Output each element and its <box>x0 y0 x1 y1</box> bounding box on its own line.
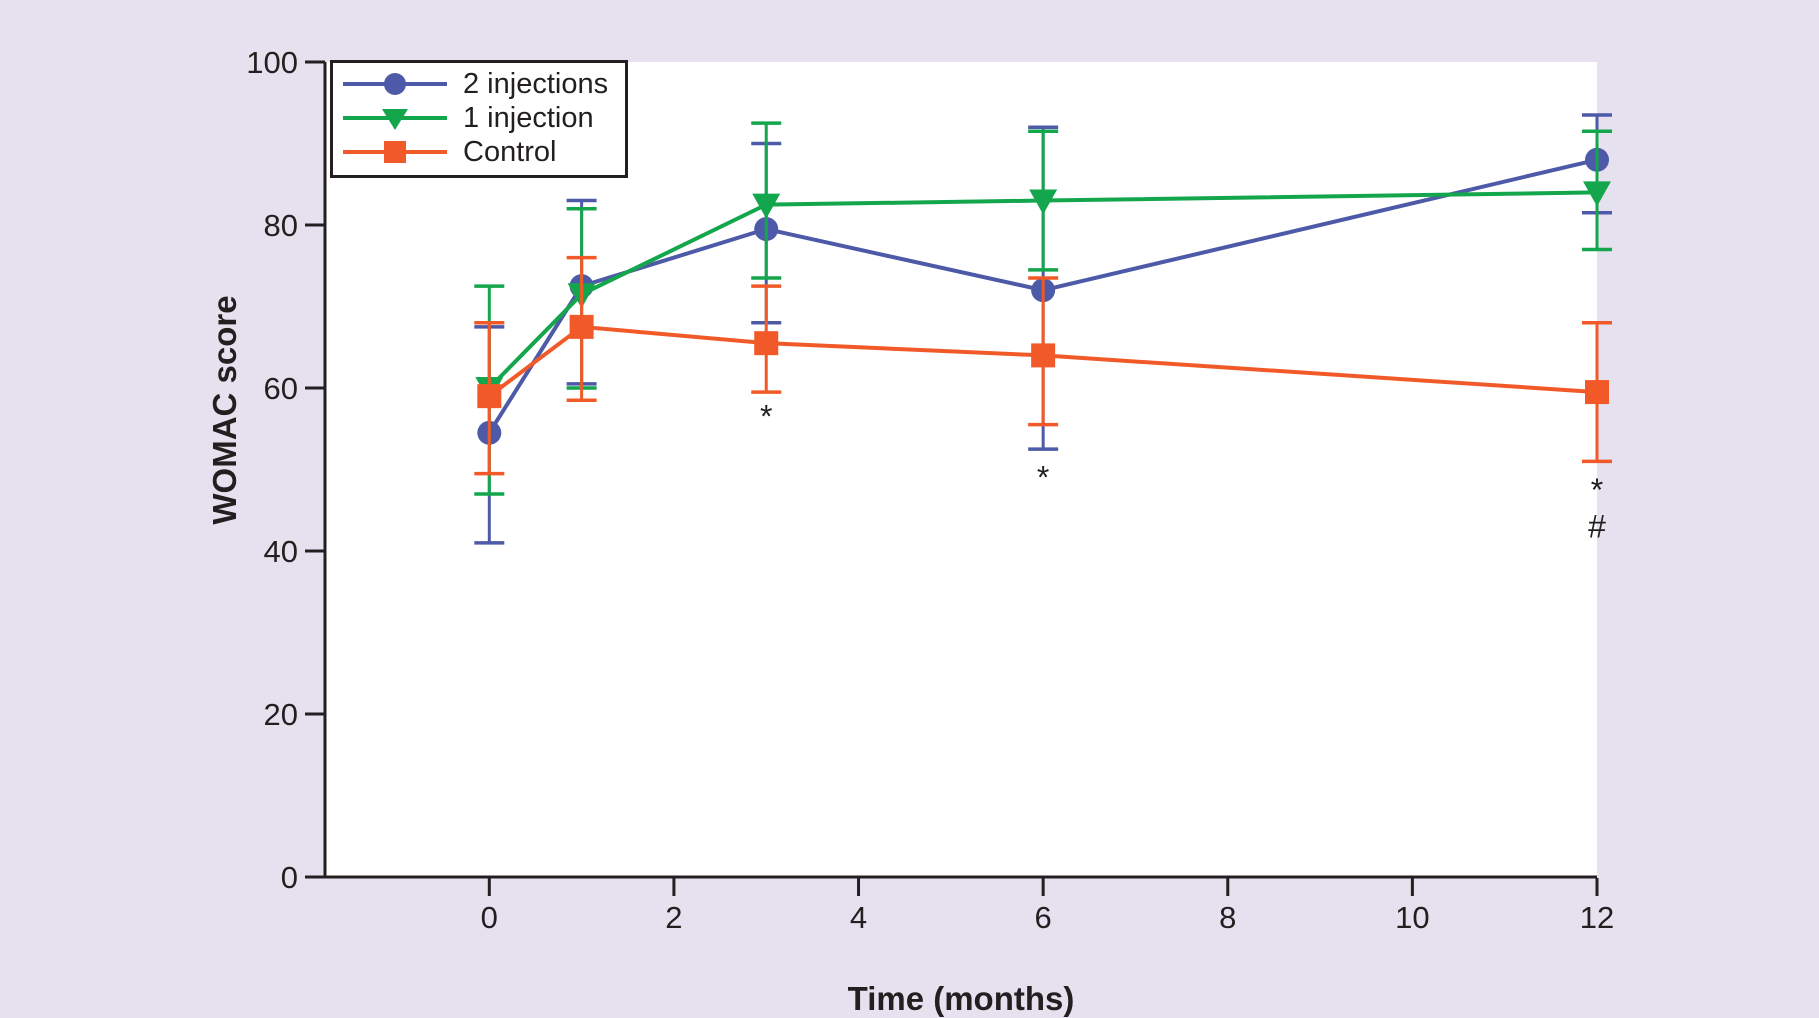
data-point-marker <box>752 193 781 219</box>
y-axis-title: WOMAC score <box>206 295 243 525</box>
legend-item-2-injections: 2 injections <box>333 69 625 99</box>
legend-marker <box>384 141 406 163</box>
y-tick-label: 100 <box>246 45 298 80</box>
legend-triangle-marker-icon <box>343 109 447 130</box>
significance-annotation: * <box>1037 460 1049 496</box>
x-tick-label: 2 <box>665 900 682 935</box>
data-point-marker <box>1029 189 1058 215</box>
significance-annotation: # <box>1588 509 1606 545</box>
plot-area <box>325 62 1597 877</box>
legend-circle-marker-icon <box>343 73 447 95</box>
legend-label: 2 injections <box>463 67 609 100</box>
data-point-marker <box>754 331 779 356</box>
x-tick-label: 0 <box>481 900 498 935</box>
y-tick-label: 40 <box>264 534 298 569</box>
x-tick-label: 8 <box>1219 900 1236 935</box>
y-tick-label: 0 <box>281 860 298 895</box>
data-point-marker <box>477 384 502 409</box>
data-point-marker <box>1583 181 1611 207</box>
legend-item-1-injection: 1 injection <box>333 103 625 133</box>
significance-annotation: * <box>1591 472 1603 508</box>
data-point-marker <box>569 314 594 339</box>
x-axis-title: Time (months) <box>847 980 1075 1017</box>
legend-label: Control <box>463 135 557 168</box>
x-tick-label: 6 <box>1035 900 1052 935</box>
x-tick-label: 10 <box>1395 900 1429 935</box>
significance-annotation: * <box>760 399 772 435</box>
legend: 2 injections 1 injection Control <box>330 60 628 178</box>
y-tick-label: 60 <box>264 371 298 406</box>
y-tick-label: 20 <box>264 697 298 732</box>
legend-label: 1 injection <box>463 101 594 134</box>
x-tick-label: 4 <box>850 900 867 935</box>
legend-marker <box>384 73 406 95</box>
data-point-marker <box>1031 343 1056 368</box>
legend-marker <box>382 109 408 130</box>
y-tick-label: 80 <box>264 208 298 243</box>
x-tick-label: 12 <box>1580 900 1614 935</box>
data-point-marker <box>1585 380 1609 405</box>
legend-item-control: Control <box>333 137 625 167</box>
legend-square-marker-icon <box>343 141 447 163</box>
